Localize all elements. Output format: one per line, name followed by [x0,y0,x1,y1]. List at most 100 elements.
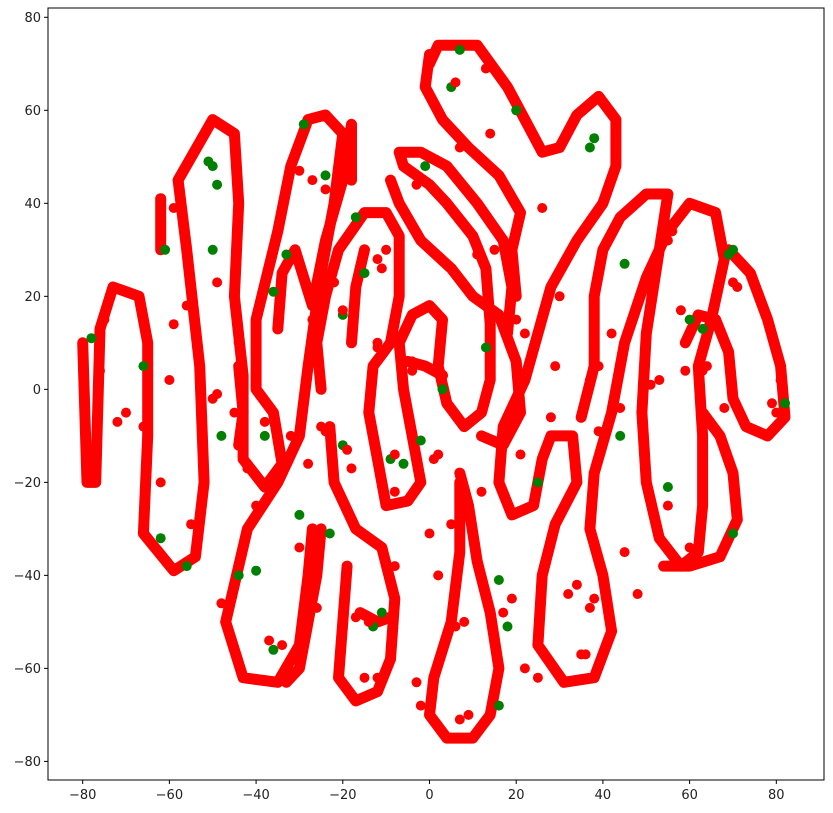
red-point-50 [450,621,461,632]
red-point-14 [264,635,275,646]
y-tick-label: 80 [24,11,41,26]
red-point-54 [472,249,483,260]
red-point-98 [519,663,530,674]
cluster-band-15 [233,360,249,451]
red-point-100 [411,677,422,688]
green-point-1 [138,361,149,372]
red-point-65 [571,579,582,590]
x-tick-label: −80 [69,788,96,803]
red-point-9 [186,519,197,530]
red-point-112 [121,407,131,418]
red-point-55 [480,63,491,74]
y-axis: −80 −60 −40 −20 0 20 40 60 80 [14,11,48,770]
red-point-27 [329,277,340,288]
red-point-29 [342,444,353,455]
green-point-36 [684,314,695,325]
cluster-band-8 [385,174,526,451]
green-point-47 [324,528,335,539]
red-point-44 [407,356,418,367]
red-point-81 [680,365,691,376]
cluster-band-3 [311,146,518,512]
red-point-28 [337,305,348,316]
plot-area-frame [47,7,825,781]
red-point-4 [168,203,179,213]
green-point-18 [359,268,370,279]
green-point-43 [251,565,262,576]
red-point-79 [662,235,673,246]
red-point-8 [212,277,223,288]
red-point-7 [207,393,218,404]
red-point-110 [537,203,548,213]
red-point-20 [307,314,318,325]
cluster-band-0 [77,109,349,688]
cluster-band-2 [280,523,327,688]
red-point-63 [550,361,561,372]
red-point-52 [454,714,465,725]
red-point-57 [498,607,509,618]
red-point-5 [181,240,192,251]
red-point-99 [532,672,543,683]
red-point-91 [775,375,786,385]
cluster-band-5 [354,607,396,628]
red-point-10 [216,598,227,609]
green-point-24 [420,161,431,172]
x-tick-label: −20 [329,788,356,803]
red-point-71 [593,426,604,437]
red-point-36 [359,672,370,683]
red-point-48 [450,77,461,88]
scatter-points-layer [86,44,790,725]
cluster-band-13 [679,244,791,442]
green-point-17 [350,212,361,223]
red-point-108 [242,463,253,474]
cluster-band-4 [324,421,401,707]
red-point-25 [294,165,305,176]
green-point-31 [511,105,522,116]
red-point-86 [719,403,730,413]
red-point-34 [376,263,387,274]
y-tick-label: 60 [24,104,41,119]
red-point-103 [389,486,400,497]
green-point-45 [615,430,626,441]
red-point-69 [589,593,600,604]
green-point-33 [589,133,600,144]
green-point-9 [233,570,244,581]
red-point-61 [511,314,522,325]
green-point-0 [86,333,97,344]
green-point-8 [155,533,166,544]
red-point-102 [615,403,626,413]
green-point-41 [780,398,790,409]
red-point-47 [446,519,457,530]
red-point-68 [584,602,595,613]
cluster-band-12 [658,407,743,572]
red-point-0 [95,365,105,376]
y-tick-label: −80 [14,755,41,770]
red-point-77 [654,375,665,385]
red-point-62 [545,412,556,423]
green-point-12 [281,249,292,260]
green-point-7 [181,561,192,572]
y-tick-label: −60 [14,662,41,677]
red-point-70 [584,375,595,385]
red-point-74 [619,547,630,558]
green-point-13 [268,286,279,297]
red-point-60 [515,449,526,460]
red-point-32 [363,616,374,627]
red-point-56 [489,244,500,255]
cluster-band-layer [77,39,791,744]
green-point-28 [493,575,504,585]
red-point-35 [372,672,383,683]
red-point-95 [155,477,166,488]
red-point-85 [701,361,712,372]
red-point-59 [519,328,530,339]
y-tick-label: 40 [24,197,41,212]
red-point-15 [277,640,288,651]
red-point-3 [99,314,110,325]
x-tick-label: −40 [242,788,269,803]
y-tick-label: −40 [14,569,41,584]
y-tick-label: 0 [33,383,41,398]
x-tick-label: 80 [768,788,785,803]
green-point-15 [320,170,331,181]
red-point-1 [112,416,123,427]
red-point-96 [424,528,435,539]
red-point-42 [407,365,418,376]
